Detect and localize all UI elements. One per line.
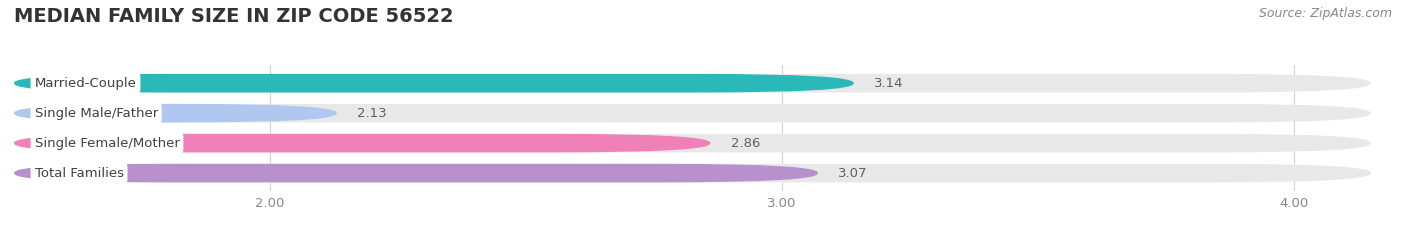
Text: Total Families: Total Families — [35, 167, 124, 180]
FancyBboxPatch shape — [14, 74, 853, 93]
Text: 3.14: 3.14 — [875, 77, 904, 90]
Text: MEDIAN FAMILY SIZE IN ZIP CODE 56522: MEDIAN FAMILY SIZE IN ZIP CODE 56522 — [14, 7, 454, 26]
FancyBboxPatch shape — [14, 164, 1371, 182]
FancyBboxPatch shape — [14, 104, 336, 123]
Text: Single Female/Mother: Single Female/Mother — [35, 137, 180, 150]
Text: 3.07: 3.07 — [838, 167, 868, 180]
FancyBboxPatch shape — [14, 164, 818, 182]
FancyBboxPatch shape — [14, 134, 710, 152]
FancyBboxPatch shape — [14, 74, 1371, 93]
FancyBboxPatch shape — [14, 134, 1371, 152]
Text: Source: ZipAtlas.com: Source: ZipAtlas.com — [1258, 7, 1392, 20]
FancyBboxPatch shape — [14, 104, 1371, 123]
Text: Married-Couple: Married-Couple — [35, 77, 136, 90]
Text: 2.86: 2.86 — [731, 137, 761, 150]
Text: 2.13: 2.13 — [357, 107, 387, 120]
Text: Single Male/Father: Single Male/Father — [35, 107, 157, 120]
